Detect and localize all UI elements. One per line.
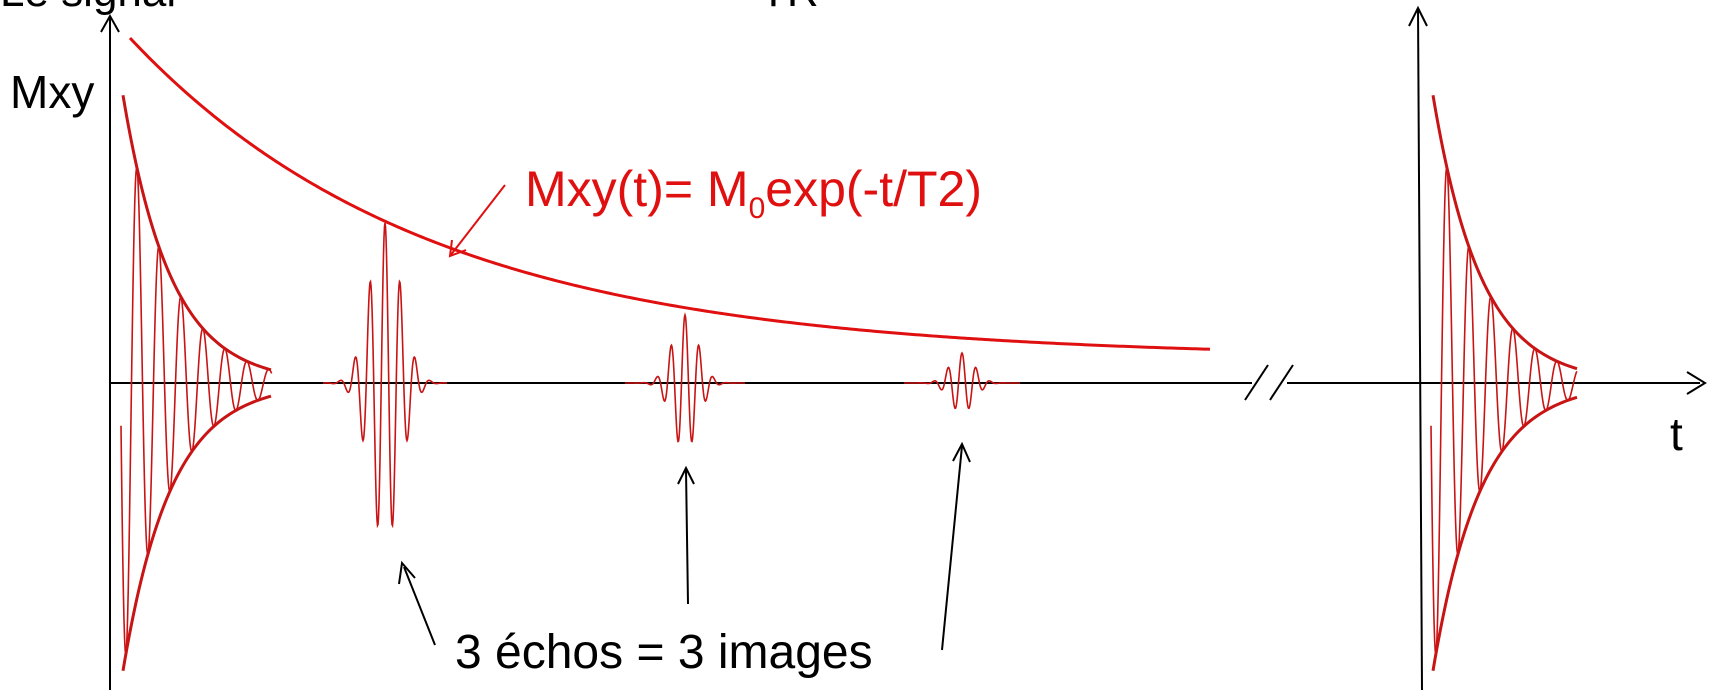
echo-3-pointer (941, 445, 963, 651)
fid-left-envelope-top (121, 94, 272, 372)
x-axis-arrowhead (1686, 371, 1707, 395)
echo-2-pointer (685, 469, 689, 605)
t2-decay-envelope (128, 36, 1211, 351)
echo-1 (322, 222, 448, 529)
formula-pointer-arrow (448, 184, 506, 258)
echo-pointer-arrows (398, 441, 971, 651)
y-axis-label: Mxy (10, 66, 94, 118)
formula-suffix: exp(-t/T2) (765, 161, 982, 217)
fid-right (1430, 94, 1578, 672)
y-axis-right-arrowhead (1408, 5, 1428, 27)
fid-right-envelope-bottom (1431, 395, 1578, 672)
echo-3 (904, 351, 1020, 410)
fid-left (120, 94, 273, 672)
t2-formula: Mxy(t)= M0exp(-t/T2) (525, 161, 982, 225)
formula-prefix: Mxy(t)= M (525, 161, 749, 217)
fid-left-oscillation (120, 167, 273, 655)
x-axis-break-right (1269, 364, 1294, 401)
top-center-label: TR (760, 0, 819, 16)
fid-right-envelope-top (1431, 94, 1578, 371)
fid-right-oscillation (1430, 167, 1578, 655)
x-axis-label: t (1670, 408, 1683, 460)
top-left-label: Le signal (0, 0, 176, 16)
fid-left-envelope-bottom (121, 394, 272, 672)
x-axis-break-left (1244, 364, 1269, 401)
formula-subscript: 0 (749, 192, 766, 225)
y-axis-right (1417, 7, 1423, 690)
echo-2 (625, 312, 745, 443)
y-axis-left-arrowhead (100, 13, 120, 33)
echo-1-pointer (403, 566, 436, 646)
echoes-caption: 3 échos = 3 images (455, 626, 873, 679)
